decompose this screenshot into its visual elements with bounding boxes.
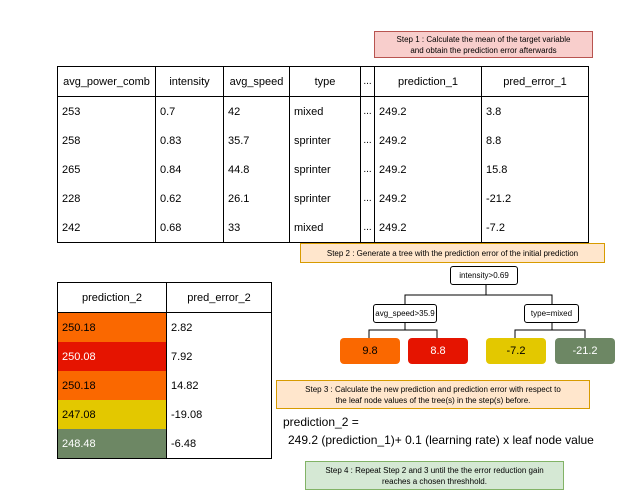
tree-left-node: avg_speed>35.9 [373,304,437,323]
pred-error-2-cell: 7.92 [166,342,272,371]
step3-note: Step 3 : Calculate the new prediction an… [276,380,590,409]
prediction-2-cell: 248.48 [57,429,167,459]
table-cell: 15.8 [481,155,589,184]
prediction-2-cell: 250.18 [57,312,167,342]
pred-error-2-cell: 2.82 [166,312,272,342]
tree-edge-left-leaf1 [368,323,406,338]
table-cell: 3.8 [481,96,589,126]
step3-line1: Step 3 : Calculate the new prediction an… [305,385,561,394]
col-header-pred-error-2: pred_error_2 [166,282,272,313]
step3-line2: the leaf node values of the tree(s) in t… [335,396,531,405]
col-header-avg-power-comb: avg_power_comb [57,66,156,97]
step1-line1: Step 1 : Calculate the mean of the targe… [396,35,571,44]
tree-edge-root-left [404,285,487,304]
table-row: 253 0.7 42 mixed... 249.2 3.8 [57,96,589,126]
table-cell: 249.2 [374,155,482,184]
tree-root-node: intensity>0.69 [450,266,518,285]
table-cell: 249.2 [374,184,482,213]
prediction-2-cell: 250.18 [57,371,167,400]
prediction-2-table: prediction_2 pred_error_2 250.18 2.82 250.… [57,282,272,459]
table-cell: -21.2 [481,184,589,213]
table-cell: 42 [223,96,290,126]
tree-edge-right-leaf3 [514,323,553,338]
table-cell: mixed [289,213,361,243]
table-cell: 249.2 [374,213,482,243]
tree-leaf-4: -21.2 [555,338,615,364]
table-cell: 44.8 [223,155,290,184]
prediction-2-cell: 247.08 [57,400,167,429]
table-cell: sprinter [289,184,361,213]
col-header-type: type [289,66,361,97]
pred-error-2-cell: 14.82 [166,371,272,400]
step1-line2: and obtain the prediction error afterwar… [410,46,557,55]
table-row: 250.08 7.92 [57,342,272,371]
training-data-table: avg_power_comb intensity avg_speed type … [57,66,589,243]
table-row: 265 0.84 44.8 sprinter... 249.2 15.8 [57,155,589,184]
tree-edge-right-leaf4 [552,329,586,338]
table-row: 250.18 2.82 [57,312,272,342]
table-header-row: avg_power_comb intensity avg_speed type … [57,66,589,97]
table-cell: 258 [57,126,156,155]
step4-line2: reaches a chosen threshhold. [382,477,487,486]
table-cell: 35.7 [223,126,290,155]
table-cell: 0.62 [155,184,224,213]
table-cell: mixed [289,96,361,126]
table-cell: 26.1 [223,184,290,213]
formula-line-1: prediction_2 = [283,415,359,429]
table-cell: 228 [57,184,156,213]
table-cell: 0.7 [155,96,224,126]
col-header-avg-speed: avg_speed [223,66,290,97]
col-header-prediction-1: prediction_1 [374,66,482,97]
table-cell: 265 [57,155,156,184]
tree-leaf-2: 8.8 [408,338,468,364]
table-cell: 249.2 [374,96,482,126]
col-header-pred-error-1: pred_error_1 [481,66,589,97]
table-header-row: prediction_2 pred_error_2 [57,282,272,313]
tree-leaf-1: 9.8 [340,338,400,364]
table-row: 228 0.62 26.1 sprinter... 249.2 -21.2 [57,184,589,213]
table-cell: 253 [57,96,156,126]
table-cell: 8.8 [481,126,589,155]
tree-edge-root-right [486,294,553,304]
pred-error-2-cell: -6.48 [166,429,272,459]
step2-text: Step 2 : Generate a tree with the predic… [326,249,579,258]
step2-note: Step 2 : Generate a tree with the predic… [300,243,605,263]
step4-note: Step 4 : Repeat Step 2 and 3 until the t… [305,461,564,490]
prediction-2-cell: 250.08 [57,342,167,371]
step1-note: Step 1 : Calculate the mean of the targe… [374,31,593,58]
step4-line1: Step 4 : Repeat Step 2 and 3 until the t… [325,466,544,475]
table-cell: 249.2 [374,126,482,155]
formula-line-2: 249.2 (prediction_1)+ 0.1 (learning rate… [288,433,594,447]
pred-error-2-cell: -19.08 [166,400,272,429]
table-row: 247.08 -19.08 [57,400,272,429]
table-row: 248.48 -6.48 [57,429,272,459]
tree-leaf-3: -7.2 [486,338,546,364]
table-cell: -7.2 [481,213,589,243]
col-header-intensity: intensity [155,66,224,97]
table-row: 258 0.83 35.7 sprinter... 249.2 8.8 [57,126,589,155]
tree-right-node: type=mixed [524,304,579,323]
table-row: 242 0.68 33 mixed... 249.2 -7.2 [57,213,589,243]
tree-edge-left-leaf2 [405,329,438,338]
table-row: 250.18 14.82 [57,371,272,400]
table-cell: 33 [223,213,290,243]
